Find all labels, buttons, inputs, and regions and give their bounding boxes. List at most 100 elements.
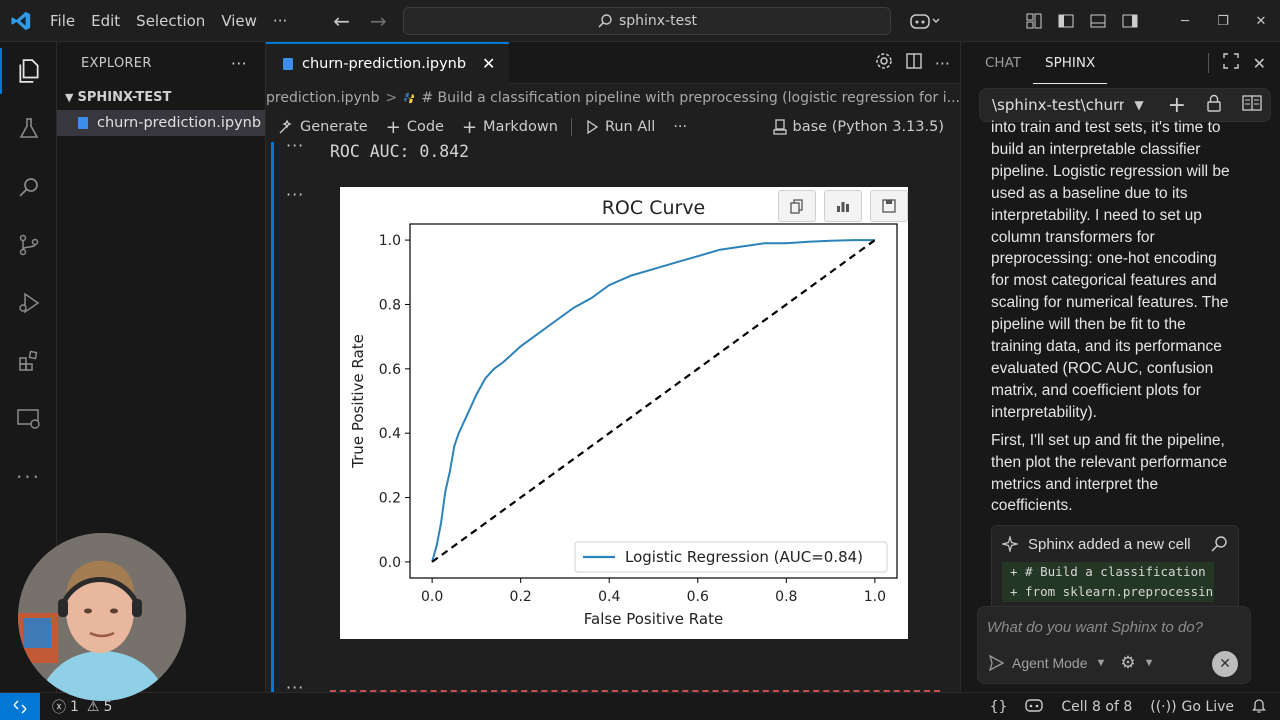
warning-count: 5 bbox=[103, 698, 113, 715]
command-center[interactable]: sphinx-test bbox=[403, 7, 891, 35]
legend-box bbox=[574, 541, 888, 573]
split-editor-icon[interactable] bbox=[905, 52, 923, 74]
chevron-down-icon[interactable]: ▼ bbox=[1134, 98, 1144, 112]
menu-file[interactable]: File bbox=[50, 11, 76, 30]
customize-layout-icon[interactable] bbox=[1018, 0, 1050, 42]
copilot-icon[interactable] bbox=[905, 0, 945, 42]
chevron-down-icon[interactable]: ▼ bbox=[1143, 657, 1155, 669]
menu-selection[interactable]: Selection bbox=[136, 11, 206, 30]
file-item-label: churn-prediction.ipynb bbox=[97, 115, 262, 131]
go-live-button[interactable]: ((·)) Go Live bbox=[1150, 699, 1234, 715]
copy-output-icon[interactable] bbox=[778, 190, 816, 222]
remote-explorer-icon[interactable] bbox=[0, 390, 57, 448]
plus-icon: + bbox=[461, 116, 478, 138]
editor-more-icon[interactable]: ··· bbox=[934, 53, 950, 73]
menu-edit[interactable]: Edit bbox=[91, 11, 121, 30]
toggle-panel-icon[interactable] bbox=[1082, 0, 1114, 42]
search-icon bbox=[598, 14, 612, 28]
tab-sphinx[interactable]: SPHINX bbox=[1033, 43, 1108, 84]
webcam-overlay bbox=[18, 533, 186, 701]
output-more-icon[interactable]: ··· bbox=[286, 185, 305, 204]
more-views-icon[interactable]: ··· bbox=[15, 465, 42, 489]
cell-position[interactable]: Cell 8 of 8 bbox=[1061, 698, 1133, 715]
y-tick-label: 1.0 bbox=[379, 233, 401, 249]
generate-label: Generate bbox=[300, 119, 368, 135]
assistant-message: into train and test sets, it's time to b… bbox=[991, 119, 1230, 421]
sphinx-header-bar: \sphinx-test\churn ▼ + bbox=[979, 88, 1271, 122]
source-control-icon[interactable] bbox=[0, 216, 57, 274]
kernel-picker[interactable]: base (Python 3.13.5) bbox=[772, 119, 944, 135]
braces-icon[interactable]: {} bbox=[989, 698, 1008, 715]
workspace-folder[interactable]: ▼ SPHINX-TEST bbox=[57, 84, 265, 110]
file-item-notebook[interactable]: churn-prediction.ipynb bbox=[57, 110, 265, 136]
tab-churn-prediction[interactable]: churn-prediction.ipynb ✕ bbox=[266, 42, 510, 84]
remote-indicator-icon[interactable] bbox=[0, 692, 40, 720]
prompt-input[interactable]: What do you want Sphinx to do? bbox=[987, 619, 1203, 636]
close-window-icon[interactable]: ✕ bbox=[1255, 13, 1267, 29]
problems-indicator[interactable]: ⓧ 1 ⚠ 5 bbox=[52, 697, 112, 717]
bell-icon[interactable] bbox=[1252, 697, 1266, 717]
copilot-status-icon[interactable] bbox=[1025, 697, 1044, 717]
save-output-icon[interactable] bbox=[870, 190, 908, 222]
extensions-icon[interactable] bbox=[0, 332, 57, 390]
generate-button[interactable]: Generate bbox=[266, 119, 377, 135]
explorer-title: EXPLORER bbox=[81, 55, 152, 71]
search-icon[interactable] bbox=[1210, 535, 1228, 553]
add-code-cell-button[interactable]: + Code bbox=[377, 117, 453, 138]
breadcrumb-separator: > bbox=[385, 90, 398, 106]
stop-generation-icon[interactable]: ✕ bbox=[1212, 651, 1238, 677]
add-code-label: Code bbox=[406, 119, 444, 135]
toolbar-more-icon[interactable]: ··· bbox=[673, 119, 688, 135]
panel-divider bbox=[1207, 53, 1209, 73]
run-all-button[interactable]: Run All bbox=[576, 119, 664, 135]
breadcrumb: prediction.ipynb > # Build a classificat… bbox=[266, 84, 960, 112]
new-cell-card[interactable]: Sphinx added a new cell + # Build a clas… bbox=[991, 525, 1239, 611]
mode-selector[interactable]: Agent Mode bbox=[1012, 655, 1088, 671]
kernel-icon bbox=[772, 119, 787, 135]
menu-more[interactable]: ··· bbox=[272, 11, 288, 30]
search-icon[interactable] bbox=[0, 158, 57, 216]
toggle-sidebar-icon[interactable] bbox=[1050, 0, 1082, 42]
y-tick-label: 0.0 bbox=[379, 555, 401, 571]
workspace-selector[interactable]: \sphinx-test\churn bbox=[992, 96, 1125, 114]
status-bar: ⓧ 1 ⚠ 5 {} Cell 8 of 8 ((·)) Go Live bbox=[0, 692, 1280, 720]
tab-chat[interactable]: CHAT bbox=[985, 55, 1022, 71]
restore-icon[interactable]: ❐ bbox=[1217, 13, 1229, 29]
next-cell-more-icon[interactable]: ··· bbox=[286, 678, 305, 692]
chevron-down-icon[interactable]: ▼ bbox=[1095, 657, 1107, 669]
y-tick-label: 0.6 bbox=[379, 362, 401, 378]
gear-icon[interactable] bbox=[875, 52, 893, 74]
cell-diff-divider bbox=[330, 690, 940, 692]
new-chat-plus-icon[interactable]: + bbox=[1167, 92, 1186, 118]
back-arrow-icon[interactable]: ← bbox=[333, 8, 350, 33]
maximize-panel-icon[interactable] bbox=[1222, 53, 1239, 73]
breadcrumb-cell[interactable]: # Build a classification pipeline with p… bbox=[421, 90, 960, 106]
lock-icon[interactable] bbox=[1206, 94, 1222, 116]
close-panel-icon[interactable]: ✕ bbox=[1252, 53, 1266, 73]
breadcrumb-file[interactable]: prediction.ipynb bbox=[266, 90, 380, 106]
menu-view[interactable]: View bbox=[221, 11, 257, 30]
run-debug-icon[interactable] bbox=[0, 274, 57, 332]
tab-label: churn-prediction.ipynb bbox=[302, 55, 467, 72]
close-tab-icon[interactable]: ✕ bbox=[482, 54, 496, 73]
explorer-more-icon[interactable]: ··· bbox=[230, 53, 247, 73]
card-title-label: Sphinx added a new cell bbox=[1028, 535, 1191, 553]
chart-view-icon[interactable] bbox=[824, 190, 862, 222]
chance-diagonal-line bbox=[431, 239, 876, 563]
toolbar-divider bbox=[570, 118, 572, 136]
reader-view-icon[interactable] bbox=[1242, 95, 1262, 115]
forward-arrow-icon[interactable]: → bbox=[370, 8, 387, 33]
run-all-label: Run All bbox=[604, 119, 656, 135]
sparkle-icon bbox=[279, 119, 292, 134]
roc-curve-line bbox=[431, 239, 875, 563]
add-markdown-cell-button[interactable]: + Markdown bbox=[453, 117, 567, 138]
toggle-secondary-sidebar-icon[interactable] bbox=[1114, 0, 1146, 42]
gear-icon[interactable]: ⚙ bbox=[1120, 653, 1136, 672]
editor-tabs: churn-prediction.ipynb ✕ ··· bbox=[266, 42, 960, 84]
output-more-icon[interactable]: ··· bbox=[286, 136, 305, 155]
send-arrow-icon[interactable] bbox=[988, 655, 1004, 671]
explorer-icon[interactable] bbox=[0, 42, 57, 100]
workspace-folder-label: SPHINX-TEST bbox=[77, 89, 172, 105]
minimize-icon[interactable]: ─ bbox=[1181, 13, 1189, 29]
testing-flask-icon[interactable] bbox=[0, 100, 57, 158]
